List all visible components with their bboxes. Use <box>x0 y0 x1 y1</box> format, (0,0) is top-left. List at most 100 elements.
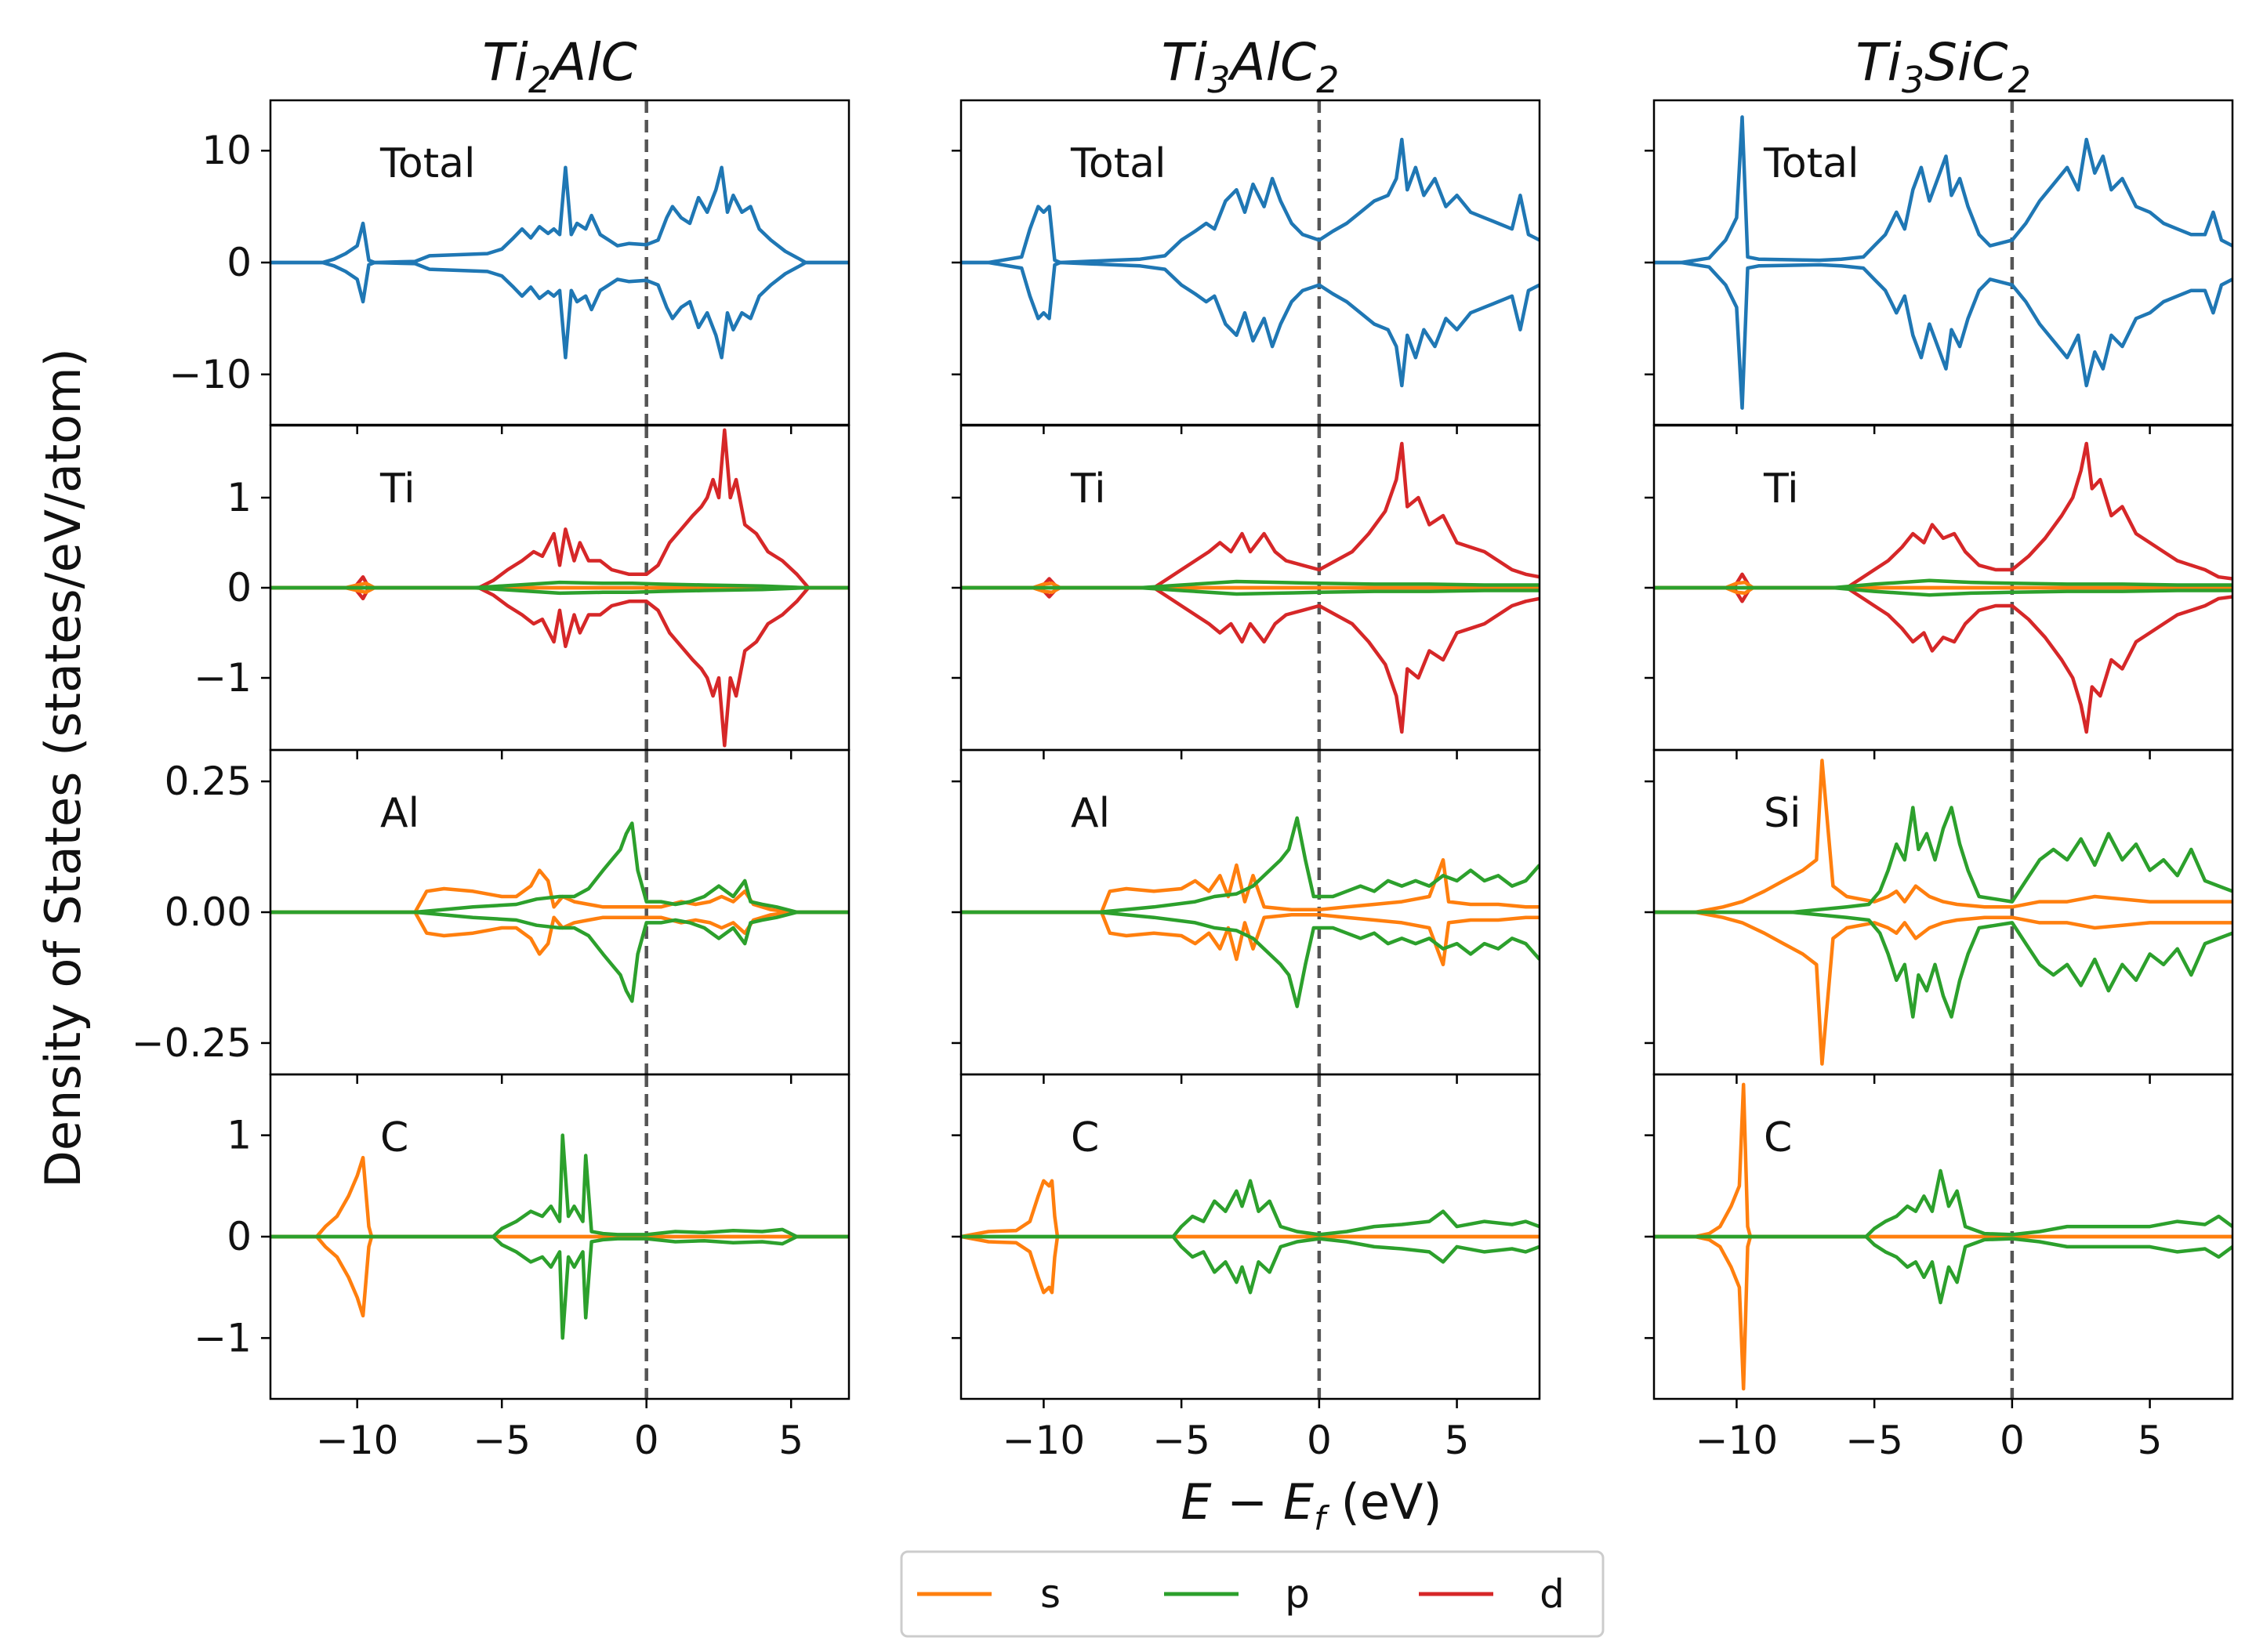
element-label: C <box>1764 1114 1792 1161</box>
dos-line-p-up <box>961 1179 1540 1239</box>
panel-frame <box>269 99 851 426</box>
x-tick-label: 0 <box>2000 1418 2025 1463</box>
x-tick-label: −10 <box>1003 1418 1086 1463</box>
dos-line-p-down <box>961 585 1540 596</box>
title-part-1-3: 2 <box>1316 59 1339 101</box>
legend-label-d: d <box>1540 1571 1565 1617</box>
element-label: Ti <box>1763 466 1799 513</box>
element-label: C <box>1071 1114 1099 1161</box>
panel-0-3: C 1 0 −1 −10 −5 0 5 <box>194 1073 851 1463</box>
dos-line-p-down <box>270 910 849 1003</box>
dos-line-s-up <box>1654 759 2232 915</box>
element-label: C <box>380 1114 408 1161</box>
panel-1-1: Ti <box>952 424 1541 759</box>
title-part-2-2: SiC <box>1924 32 2008 92</box>
x-tick-label: 5 <box>2138 1418 2163 1463</box>
dos-line-s-down <box>961 1234 1540 1295</box>
x-label-unit: (eV) <box>1326 1473 1442 1531</box>
dos-line-p-down <box>961 910 1540 1009</box>
dos-line-d-up <box>270 428 849 590</box>
x-tick-label: −10 <box>1696 1418 1779 1463</box>
y-tick-label: 0.00 <box>165 889 252 935</box>
element-label: Ti <box>379 466 415 513</box>
title-part-0-0: Ti <box>482 32 528 92</box>
x-tick-label: 5 <box>778 1418 803 1463</box>
y-tick-label: 0 <box>227 565 252 610</box>
plot-area-1-2 <box>961 750 1540 1074</box>
plot-area-0-3 <box>270 1074 849 1399</box>
dos-line-p-up <box>961 579 1540 590</box>
panel-grid: Ti2AlCTotal100−10Ti10−1Al0.250.00−0.25C1… <box>132 32 2234 1463</box>
y-tick-label: −0.25 <box>132 1020 252 1066</box>
panel-2-3: C −10 −5 0 5 <box>1645 1073 2234 1463</box>
panel-1-0: Total <box>952 99 1541 434</box>
dos-line-s-down <box>1654 1234 2232 1391</box>
dos-line-d-down <box>270 585 849 748</box>
dos-line-s-down <box>270 1234 849 1318</box>
panel-1-2: Al <box>952 748 1541 1084</box>
panel-2-2: Si <box>1645 748 2234 1084</box>
plot-area-2-0 <box>1654 100 2232 425</box>
dos-line-Total-down <box>1654 260 2232 410</box>
dos-line-Total-down <box>270 260 849 360</box>
panel-2-1: Ti <box>1645 424 2234 759</box>
plot-area-0-0 <box>270 100 849 425</box>
dos-line-d-down <box>1654 585 2232 734</box>
dos-line-p-down <box>270 585 849 596</box>
element-label: Total <box>379 140 475 187</box>
title-part-0-2: AlC <box>548 32 637 92</box>
dos-line-s-up <box>961 857 1540 915</box>
dos-line-p-down <box>961 1234 1540 1295</box>
plot-area-2-2 <box>1654 750 2232 1074</box>
dos-line-s-down <box>1654 910 2232 1066</box>
dos-line-p-up <box>961 816 1540 915</box>
title-part-1-1: 3 <box>1207 59 1230 101</box>
x-axis-label: E − Ef (eV) <box>1181 1473 1442 1538</box>
dos-line-d-down <box>961 585 1540 734</box>
dos-line-Total-up <box>270 165 849 265</box>
dos-line-d-up <box>961 441 1540 590</box>
element-label: Ti <box>1070 466 1106 513</box>
title-part-0-1: 2 <box>528 59 551 101</box>
x-tick-label: 0 <box>1307 1418 1332 1463</box>
plot-area-2-1 <box>1654 426 2232 750</box>
element-label: Total <box>1070 140 1166 187</box>
element-label: Total <box>1763 140 1859 187</box>
dos-line-Total-up <box>1654 115 2232 265</box>
panel-0-0: Total 10 0 −10 <box>169 99 851 434</box>
panel-title-col2: Ti3SiC2 <box>1855 32 2031 101</box>
panel-0-1: Ti 1 0 −1 <box>194 424 851 759</box>
dos-line-s-up <box>270 1155 849 1239</box>
dos-line-s-up <box>270 868 849 915</box>
y-tick-label: −1 <box>194 1315 252 1360</box>
plot-area-1-0 <box>961 100 1540 425</box>
title-part-2-1: 3 <box>1902 59 1924 101</box>
dos-line-Total-up <box>961 137 1540 265</box>
plot-area-0-1 <box>270 426 849 750</box>
title-part-2-3: 2 <box>2008 59 2030 101</box>
legend-label-p: p <box>1285 1571 1310 1617</box>
x-label-main: E − E <box>1181 1473 1315 1531</box>
y-tick-label: 1 <box>227 1113 252 1158</box>
y-tick-label: 0 <box>227 240 252 285</box>
panel-title-col0: Ti2AlC <box>482 32 637 101</box>
title-part-1-2: AlC <box>1228 32 1317 92</box>
panel-title-col1: Ti3AlC2 <box>1162 32 1340 101</box>
y-tick-label: −10 <box>169 352 252 397</box>
dos-line-s-down <box>961 910 1540 967</box>
x-tick-label: −5 <box>1845 1418 1903 1463</box>
dos-line-p-up <box>1654 1168 2232 1239</box>
x-tick-label: −10 <box>316 1418 399 1463</box>
element-label: Al <box>380 790 419 837</box>
plot-area-0-2 <box>270 750 849 1074</box>
x-tick-label: 5 <box>1445 1418 1470 1463</box>
dos-line-p-down <box>1654 585 2232 597</box>
y-tick-label: 0 <box>227 1214 252 1259</box>
dos-line-s-up <box>961 1179 1540 1239</box>
panel-0-2: Al 0.25 0.00 −0.25 <box>132 748 851 1084</box>
y-axis-label: Density of States (states/eV/atom) <box>34 348 92 1188</box>
dos-line-s-up <box>1654 1082 2232 1239</box>
panel-1-3: C −10 −5 0 5 <box>952 1073 1541 1463</box>
